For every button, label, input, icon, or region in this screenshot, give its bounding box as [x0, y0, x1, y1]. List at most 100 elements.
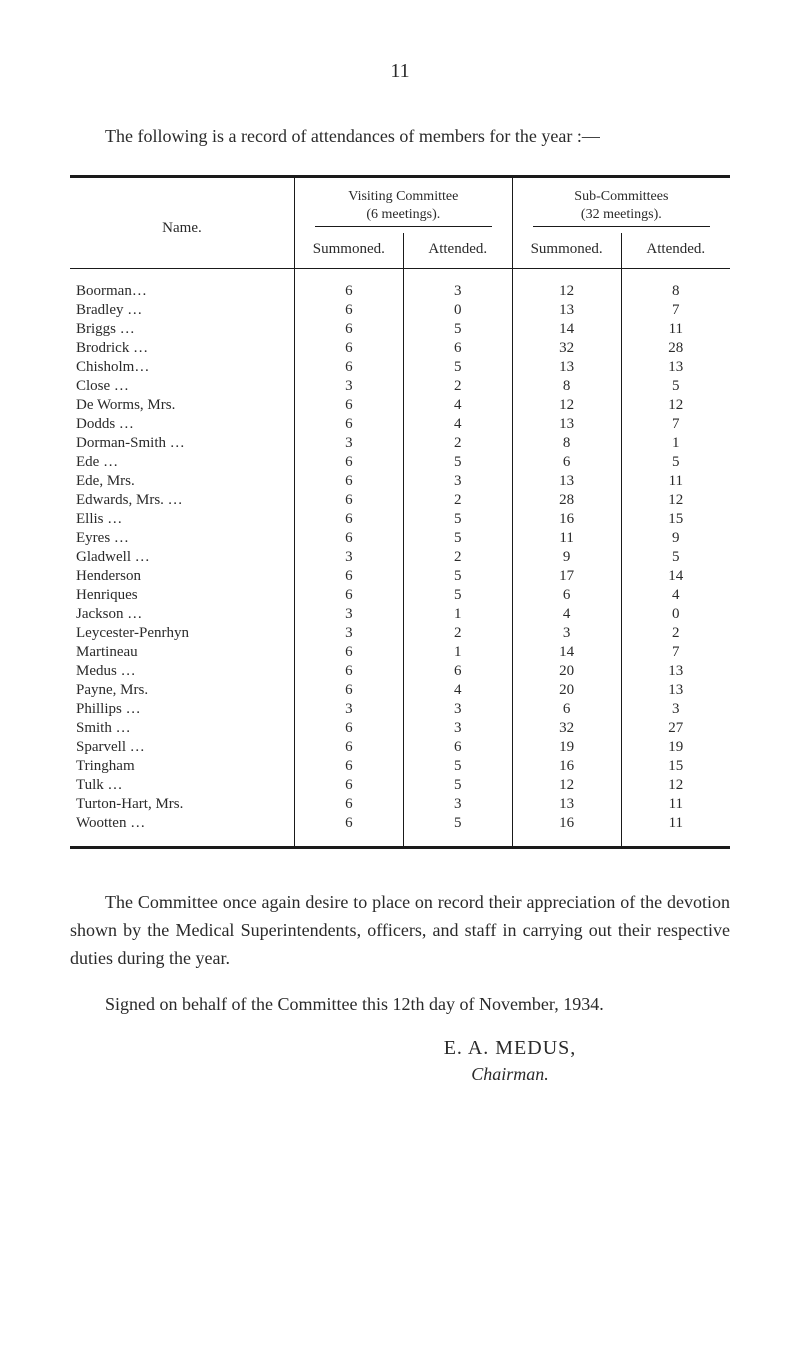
cell-vs: 6: [294, 681, 403, 700]
cell-ss: 9: [512, 548, 621, 567]
cell-name: Dodds …: [70, 415, 294, 434]
cell-ss: 13: [512, 301, 621, 320]
group1-title: Visiting Committee: [348, 189, 458, 204]
cell-ss: 13: [512, 795, 621, 814]
cell-ss: 3: [512, 624, 621, 643]
cell-sa: 5: [621, 548, 730, 567]
cell-va: 4: [403, 415, 512, 434]
cell-ss: 13: [512, 472, 621, 491]
cell-vs: 6: [294, 510, 403, 529]
table-row: Close …3285: [70, 377, 730, 396]
cell-sa: 12: [621, 491, 730, 510]
group2-subtitle: (32 meetings).: [581, 207, 662, 222]
cell-name: Tulk …: [70, 776, 294, 795]
cell-ss: 20: [512, 662, 621, 681]
cell-name: Smith …: [70, 719, 294, 738]
cell-sa: 7: [621, 301, 730, 320]
cell-name: Boorman…: [70, 269, 294, 302]
cell-sa: 8: [621, 269, 730, 302]
cell-name: Dorman-Smith …: [70, 434, 294, 453]
appreciation-paragraph: The Committee once again desire to place…: [70, 889, 730, 973]
cell-va: 2: [403, 434, 512, 453]
cell-sa: 14: [621, 567, 730, 586]
intro-paragraph: The following is a record of attendances…: [70, 123, 730, 150]
cell-va: 5: [403, 510, 512, 529]
cell-ss: 8: [512, 434, 621, 453]
cell-name: Tringham: [70, 757, 294, 776]
col-header-sub-attended: Attended.: [621, 233, 730, 269]
cell-vs: 6: [294, 472, 403, 491]
cell-name: Henriques: [70, 586, 294, 605]
cell-ss: 13: [512, 415, 621, 434]
group1-underline: [315, 226, 492, 227]
cell-ss: 12: [512, 269, 621, 302]
cell-name: Chisholm…: [70, 358, 294, 377]
signature-block: E. A. MEDUS, Chairman.: [70, 1037, 730, 1085]
page-number: 11: [70, 60, 730, 83]
signature-title: Chairman.: [290, 1064, 730, 1085]
cell-va: 3: [403, 269, 512, 302]
cell-ss: 8: [512, 377, 621, 396]
cell-vs: 6: [294, 339, 403, 358]
cell-vs: 6: [294, 396, 403, 415]
cell-ss: 16: [512, 510, 621, 529]
cell-va: 5: [403, 358, 512, 377]
cell-name: Henderson: [70, 567, 294, 586]
cell-ss: 14: [512, 320, 621, 339]
cell-vs: 6: [294, 415, 403, 434]
cell-name: Ellis …: [70, 510, 294, 529]
cell-va: 5: [403, 757, 512, 776]
table-body: Boorman…63128Bradley …60137Briggs …65141…: [70, 269, 730, 847]
cell-vs: 6: [294, 320, 403, 339]
cell-va: 2: [403, 491, 512, 510]
cell-name: Ede, Mrs.: [70, 472, 294, 491]
group2-underline: [533, 226, 710, 227]
cell-va: 3: [403, 719, 512, 738]
cell-name: Martineau: [70, 643, 294, 662]
table-row: Bradley …60137: [70, 301, 730, 320]
cell-sa: 9: [621, 529, 730, 548]
cell-ss: 32: [512, 719, 621, 738]
cell-name: Brodrick …: [70, 339, 294, 358]
table-row: Payne, Mrs.642013: [70, 681, 730, 700]
cell-va: 0: [403, 301, 512, 320]
cell-name: Turton-Hart, Mrs.: [70, 795, 294, 814]
cell-name: Edwards, Mrs. …: [70, 491, 294, 510]
cell-name: Payne, Mrs.: [70, 681, 294, 700]
attendance-table: Name. Visiting Committee (6 meetings). S…: [70, 178, 730, 846]
cell-sa: 13: [621, 358, 730, 377]
table-row: Henderson651714: [70, 567, 730, 586]
cell-ss: 13: [512, 358, 621, 377]
cell-va: 2: [403, 377, 512, 396]
cell-name: Sparvell …: [70, 738, 294, 757]
cell-sa: 13: [621, 662, 730, 681]
cell-name: Medus …: [70, 662, 294, 681]
cell-sa: 11: [621, 472, 730, 491]
cell-sa: 11: [621, 814, 730, 846]
cell-va: 5: [403, 529, 512, 548]
table-row: Ede …6565: [70, 453, 730, 472]
cell-vs: 6: [294, 795, 403, 814]
cell-va: 2: [403, 624, 512, 643]
group1-subtitle: (6 meetings).: [366, 207, 440, 222]
cell-va: 2: [403, 548, 512, 567]
cell-sa: 5: [621, 377, 730, 396]
cell-name: Jackson …: [70, 605, 294, 624]
cell-vs: 6: [294, 301, 403, 320]
cell-sa: 12: [621, 776, 730, 795]
cell-sa: 12: [621, 396, 730, 415]
cell-vs: 6: [294, 776, 403, 795]
table-row: Tringham651615: [70, 757, 730, 776]
table-row: Ede, Mrs.631311: [70, 472, 730, 491]
cell-vs: 3: [294, 548, 403, 567]
cell-vs: 6: [294, 814, 403, 846]
table-row: Chisholm…651313: [70, 358, 730, 377]
cell-vs: 6: [294, 567, 403, 586]
cell-sa: 11: [621, 795, 730, 814]
table-row: Martineau61147: [70, 643, 730, 662]
cell-vs: 6: [294, 662, 403, 681]
cell-name: Ede …: [70, 453, 294, 472]
cell-name: Bradley …: [70, 301, 294, 320]
cell-ss: 20: [512, 681, 621, 700]
table-row: Phillips …3363: [70, 700, 730, 719]
